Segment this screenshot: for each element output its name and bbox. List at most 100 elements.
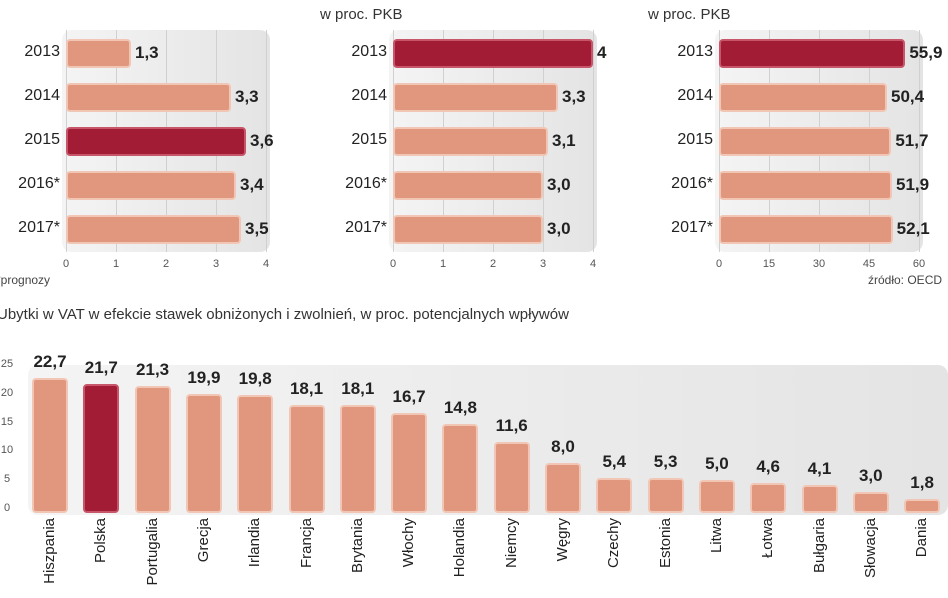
bar [904, 498, 941, 513]
value-label: 14,8 [443, 397, 477, 417]
bar [237, 394, 274, 513]
bar [66, 171, 236, 200]
value-label: 1,8 [910, 472, 934, 492]
category-label: Irlandia [246, 518, 264, 568]
y-tick-label: 10 [0, 444, 14, 457]
category-label: Czechy [605, 518, 623, 569]
x-tick-label: 0 [715, 258, 723, 270]
value-label: 51,7 [895, 131, 929, 150]
value-label: 3,6 [250, 131, 274, 150]
value-label: 55,9 [909, 43, 943, 62]
bar [391, 412, 428, 513]
category-label: Brytania [348, 518, 366, 574]
category-label: 2014 [24, 87, 60, 104]
bar [185, 394, 222, 513]
bar [545, 462, 581, 513]
category-label: Łotwa [759, 518, 777, 559]
x-tick-label: 0 [62, 258, 70, 270]
bar [852, 491, 889, 513]
category-label: 2014 [677, 87, 713, 104]
category-label: 2015 [351, 131, 387, 148]
bar [339, 404, 376, 513]
x-tick-label: 1 [439, 258, 447, 270]
bar [66, 39, 131, 68]
category-label: 2016* [18, 175, 60, 192]
value-label: 8,0 [551, 436, 575, 456]
value-label: 5,0 [705, 454, 729, 474]
category-label: Hiszpania [41, 518, 58, 584]
bar [719, 171, 892, 200]
bottom-chart-title: Ubytki w VAT w efekcie stawek obniżonych… [0, 306, 569, 323]
bar [66, 127, 246, 156]
x-tick-label: 60 [912, 258, 926, 270]
bar [719, 215, 893, 244]
value-label: 3,4 [240, 175, 264, 194]
value-label: 11,6 [495, 416, 528, 436]
category-label: Niemcy [502, 518, 520, 569]
gridline [266, 30, 267, 252]
bar [719, 127, 892, 156]
bar [393, 171, 543, 200]
bar [393, 127, 548, 156]
value-label: 3,5 [245, 219, 269, 238]
value-label: 21,7 [84, 358, 118, 377]
category-label: 2015 [24, 131, 60, 148]
bar [83, 384, 120, 513]
bar [647, 478, 684, 513]
bar [32, 378, 68, 513]
category-label: 2013 [351, 43, 387, 60]
y-tick-label: 15 [0, 415, 14, 428]
value-label: 3,0 [547, 219, 571, 238]
category-label: Słowacja [861, 518, 879, 579]
value-label: 18,1 [341, 378, 375, 398]
bar [596, 477, 633, 513]
bar [393, 83, 558, 112]
category-label: Francja [297, 518, 315, 569]
category-label: Holandia [451, 518, 469, 578]
category-label: 2017* [671, 219, 713, 236]
bar [66, 83, 231, 112]
value-label: 4,1 [807, 459, 832, 479]
category-label: Litwa [707, 518, 725, 554]
x-tick-label: 4 [589, 258, 597, 270]
bar [134, 386, 171, 513]
category-label: 2015 [677, 131, 713, 148]
bar [442, 423, 479, 513]
bar [719, 39, 906, 68]
category-label: Portugalia [143, 518, 161, 586]
value-label: 3,0 [547, 175, 571, 194]
bar [393, 215, 543, 244]
category-label: 2016* [671, 175, 713, 192]
y-tick-label: 25 [0, 358, 14, 370]
value-label: 21,3 [136, 360, 170, 380]
bar [66, 215, 241, 244]
chart2-subtitle: w proc. PKB [320, 6, 403, 23]
category-label: Dania [913, 518, 931, 558]
value-label: 16,7 [392, 386, 426, 406]
chart4-panel [28, 365, 948, 515]
category-label: Włochy [400, 518, 418, 568]
category-label: Polska [92, 518, 110, 564]
x-tick-label: 0 [389, 258, 397, 270]
bar [750, 482, 787, 513]
value-label: 5,3 [653, 452, 678, 472]
bar [288, 404, 325, 513]
value-label: 4,6 [756, 456, 780, 476]
value-label: 19,8 [238, 368, 272, 388]
bar [719, 83, 887, 112]
source-note: źródło: OECD [868, 273, 943, 287]
x-tick-label: 30 [812, 258, 826, 270]
category-label: 2017* [345, 219, 387, 236]
x-tick-label: 2 [162, 258, 170, 270]
x-tick-label: 15 [762, 258, 776, 270]
category-label: 2014 [351, 87, 387, 104]
y-tick-label: 0 [3, 502, 11, 514]
value-label: 52,1 [896, 219, 930, 238]
value-label: 4 [597, 43, 607, 62]
category-label: 2017* [18, 219, 60, 236]
bar [801, 485, 838, 513]
value-label: 18,1 [289, 378, 324, 398]
category-label: Estonia [656, 518, 674, 569]
category-label: Grecja [194, 518, 212, 563]
x-tick-label: 1 [112, 258, 120, 270]
